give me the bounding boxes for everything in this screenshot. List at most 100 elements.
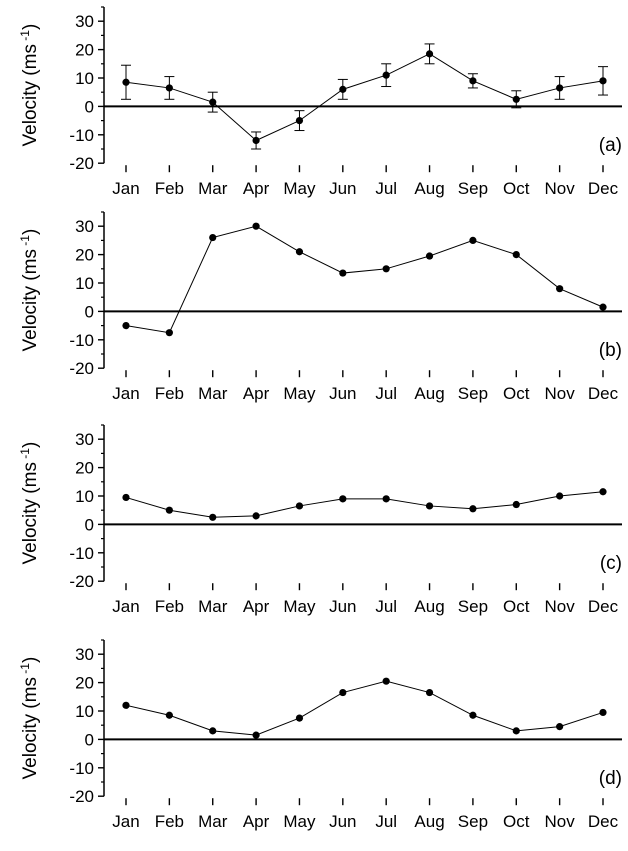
- series-line: [125, 680, 604, 736]
- x-tick-label: Feb: [155, 597, 184, 616]
- y-tick-label: -20: [69, 154, 94, 173]
- y-tick-label: -10: [69, 331, 94, 350]
- x-tick-label: Feb: [155, 179, 184, 198]
- y-axis-title: Velocity (ms -1): [18, 442, 41, 565]
- x-tick-label: Apr: [243, 597, 270, 616]
- x-tick-label: Mar: [198, 597, 228, 616]
- data-point: [339, 85, 347, 93]
- panel-label: (a): [599, 135, 622, 156]
- x-tick-label: Sep: [458, 812, 488, 831]
- y-tick-label: 0: [85, 302, 94, 321]
- y-tick-label: 30: [75, 430, 94, 449]
- data-point: [209, 233, 217, 242]
- data-point: [252, 136, 260, 145]
- x-tick-label: Mar: [198, 179, 228, 198]
- data-point: [252, 222, 260, 230]
- data-point: [425, 50, 434, 58]
- x-tick-label: Sep: [458, 384, 488, 403]
- panel-label: (c): [600, 553, 622, 574]
- data-point: [512, 500, 520, 509]
- data-point: [295, 714, 304, 722]
- x-tick-label: Dec: [588, 179, 619, 198]
- x-tick-label: Jan: [112, 812, 139, 831]
- y-tick-label: 10: [75, 274, 94, 293]
- data-point: [382, 495, 390, 503]
- y-tick-label: 20: [75, 459, 94, 478]
- x-tick-label: Jun: [329, 384, 356, 403]
- data-point: [599, 303, 607, 311]
- data-point: [295, 117, 304, 125]
- y-tick-label: 20: [75, 246, 94, 265]
- x-tick-label: Oct: [503, 179, 530, 198]
- data-point: [122, 78, 130, 86]
- x-tick-label: Jan: [112, 384, 139, 403]
- data-point: [512, 727, 520, 735]
- data-point: [122, 322, 130, 330]
- x-tick-label: Nov: [545, 597, 576, 616]
- x-tick-label: Aug: [414, 812, 444, 831]
- data-point: [122, 701, 130, 709]
- data-point: [512, 251, 520, 259]
- data-point: [382, 71, 390, 79]
- data-point: [339, 495, 347, 503]
- x-tick-label: Jun: [329, 812, 356, 831]
- y-tick-label: 0: [85, 515, 94, 534]
- data-point: [165, 711, 173, 719]
- panel-label: (d): [599, 768, 622, 789]
- y-tick-label: 30: [75, 645, 94, 664]
- x-tick-label: Apr: [243, 812, 270, 831]
- y-tick-label: 20: [75, 674, 94, 693]
- x-tick-label: Jul: [375, 179, 397, 198]
- y-tick-label: 10: [75, 487, 94, 506]
- x-tick-label: Nov: [545, 812, 576, 831]
- data-point: [599, 708, 607, 717]
- series-line: [125, 491, 604, 518]
- y-tick-label: 30: [75, 12, 94, 31]
- data-point: [252, 512, 260, 520]
- data-point: [165, 84, 173, 92]
- x-tick-label: May: [283, 179, 316, 198]
- x-tick-label: May: [283, 384, 316, 403]
- data-point: [339, 269, 347, 277]
- x-tick-label: Jun: [329, 597, 356, 616]
- x-tick-label: Apr: [243, 384, 270, 403]
- y-tick-label: 10: [75, 702, 94, 721]
- data-point: [295, 502, 304, 510]
- x-tick-label: Feb: [155, 384, 184, 403]
- x-tick-label: Jan: [112, 179, 139, 198]
- x-tick-label: Oct: [503, 384, 530, 403]
- chart-panel-3: -20 -10 0 10 20 30 Jan Feb Mar Apr May Jun Jul Aug Sep…: [18, 424, 622, 616]
- x-tick-label: Dec: [588, 812, 619, 831]
- data-point: [382, 265, 390, 273]
- y-tick-label: -20: [69, 359, 94, 378]
- y-tick-label: 30: [75, 217, 94, 236]
- data-point: [209, 98, 217, 106]
- y-tick-label: 20: [75, 41, 94, 60]
- chart-panel-4: -20 -10 0 10 20 30 Jan Feb Mar Apr May Jun Jul Aug Sep…: [18, 639, 622, 831]
- data-point: [165, 506, 173, 514]
- y-axis-title: Velocity (ms -1): [18, 24, 41, 147]
- data-point: [556, 723, 564, 731]
- data-point: [209, 727, 217, 735]
- data-point: [556, 285, 564, 293]
- x-tick-label: Jul: [375, 812, 397, 831]
- x-tick-label: Oct: [503, 597, 530, 616]
- data-point: [382, 677, 390, 685]
- data-point: [556, 84, 564, 92]
- data-point: [599, 77, 607, 85]
- y-tick-label: -10: [69, 126, 94, 145]
- data-point: [469, 236, 477, 244]
- x-tick-label: May: [283, 597, 316, 616]
- data-point: [599, 488, 607, 496]
- y-axis-title: Velocity (ms -1): [18, 229, 41, 352]
- x-tick-label: Mar: [198, 812, 228, 831]
- data-point: [469, 711, 477, 719]
- y-tick-label: -20: [69, 787, 94, 806]
- data-point: [295, 248, 304, 256]
- data-point: [425, 502, 434, 510]
- series-line: [125, 53, 604, 142]
- x-tick-label: Apr: [243, 179, 270, 198]
- x-tick-label: May: [283, 812, 316, 831]
- x-tick-label: Mar: [198, 384, 228, 403]
